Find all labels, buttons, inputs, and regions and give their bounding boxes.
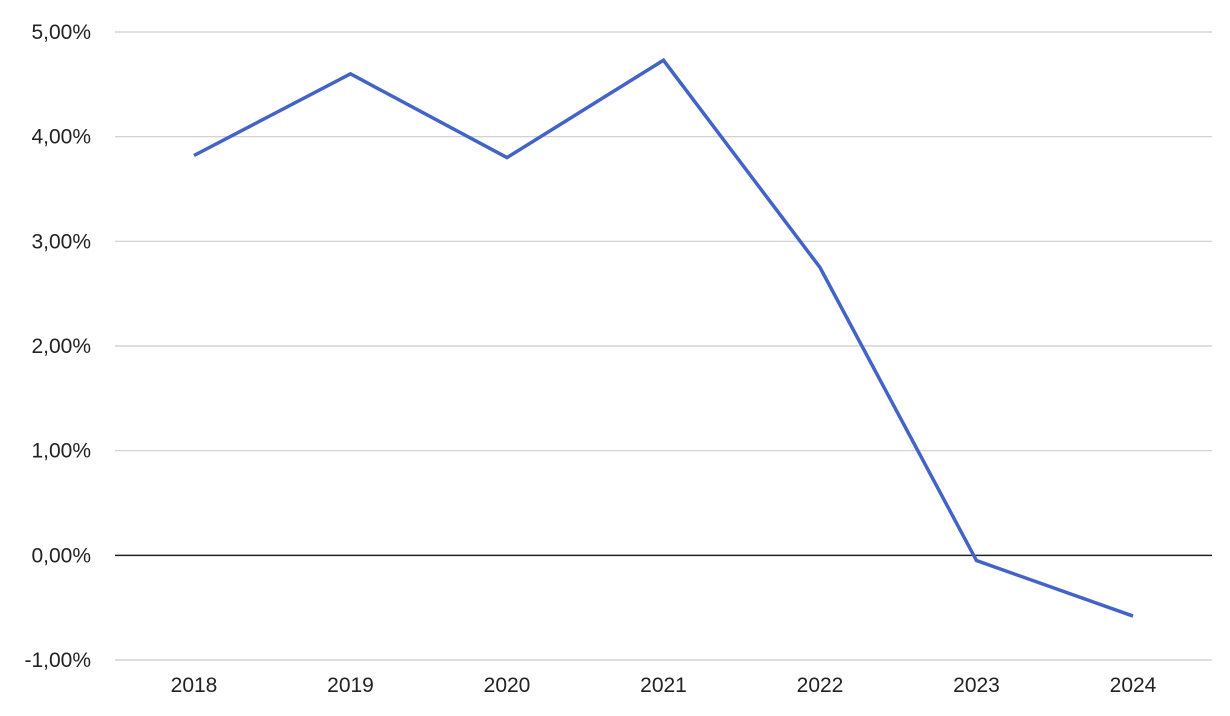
x-axis-tick-labels: 2018 2019 2020 2021 2022 2023 2024 <box>171 674 1157 697</box>
x-tick-label: 2022 <box>797 674 844 697</box>
data-point <box>192 154 196 158</box>
y-tick-label: 4,00% <box>31 126 91 149</box>
y-tick-label: 0,00% <box>31 544 91 567</box>
x-tick-label: 2020 <box>484 674 531 697</box>
y-tick-label: 1,00% <box>31 440 91 463</box>
x-tick-label: 2021 <box>640 674 687 697</box>
series-line <box>193 57 1134 618</box>
x-tick-label: 2019 <box>327 674 374 697</box>
x-tick-label: 2024 <box>1110 674 1157 697</box>
data-point <box>975 559 979 563</box>
x-tick-label: 2018 <box>171 674 218 697</box>
data-point <box>662 58 666 62</box>
y-axis-tick-labels: 5,00% 4,00% 3,00% 2,00% 1,00% 0,00% -1,00% <box>24 21 91 672</box>
data-point <box>505 156 509 160</box>
x-tick-label: 2023 <box>953 674 1000 697</box>
data-point <box>1131 614 1135 618</box>
gridlines <box>115 31 1212 661</box>
y-tick-label: 2,00% <box>31 335 91 358</box>
y-tick-label: 3,00% <box>31 230 91 253</box>
y-tick-label: -1,00% <box>24 649 91 672</box>
y-tick-label: 5,00% <box>31 21 91 44</box>
series-layer <box>192 57 1135 618</box>
data-point <box>349 72 353 76</box>
data-point <box>818 266 822 270</box>
